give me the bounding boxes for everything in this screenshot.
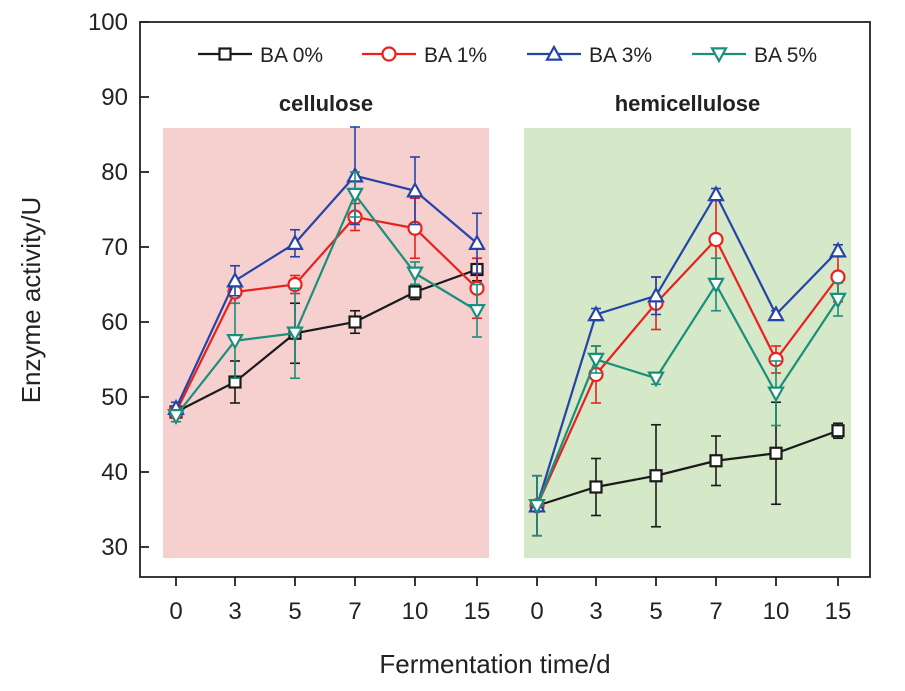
x-tick-label: 10 xyxy=(402,598,429,625)
data-point-square xyxy=(769,446,783,460)
data-point-triangle-up xyxy=(286,233,304,250)
legend-item: BA 3% xyxy=(527,44,652,67)
x-tick-label: 15 xyxy=(464,598,491,625)
y-tick-label: 100 xyxy=(88,9,128,36)
data-point-circle xyxy=(830,269,846,285)
data-point-triangle-down xyxy=(226,334,244,351)
data-point-triangle-down xyxy=(767,386,785,403)
data-point-square xyxy=(709,454,723,468)
x-axis-title: Fermentation time/d xyxy=(379,649,610,679)
axes: 30 40 50 60 70 80 90 100 0 3 5 7 10 15 0 3 5 7 10 15 xyxy=(88,9,851,625)
data-point-triangle-down xyxy=(829,292,847,309)
data-point-triangle-up xyxy=(707,185,725,202)
data-point-triangle-down xyxy=(468,304,486,321)
data-point-triangle-up xyxy=(647,286,665,303)
data-point-square xyxy=(649,469,663,483)
legend-label: BA 3% xyxy=(589,44,652,67)
data-point-square xyxy=(589,480,603,494)
legend-marker-triangle-down xyxy=(710,47,728,64)
series-line xyxy=(175,174,478,409)
legend-label: BA 1% xyxy=(424,44,487,67)
data-point-triangle-up xyxy=(406,181,424,198)
series-line xyxy=(175,268,478,413)
series-line xyxy=(535,192,839,507)
y-tick-label: 90 xyxy=(101,84,128,111)
panel-shade-cellulose xyxy=(163,128,489,558)
legend-marker-triangle-up xyxy=(545,44,563,61)
data-point-square xyxy=(348,315,362,329)
legend-label: BA 5% xyxy=(754,44,817,67)
legend-marker-circle xyxy=(381,46,397,62)
x-tick-label: 10 xyxy=(763,598,790,625)
panel-shade-hemicellulose xyxy=(524,128,851,558)
data-point-circle xyxy=(708,231,724,248)
data-point-triangle-down xyxy=(707,277,725,294)
data-point-triangle-down xyxy=(528,499,546,516)
data-point-square xyxy=(408,285,422,299)
legend: BA 0% BA 1% BA 3% BA 5% xyxy=(198,44,817,67)
x-tick-label: 15 xyxy=(825,598,852,625)
series-hemicellulose-3 xyxy=(528,257,847,537)
data-point-triangle-down xyxy=(587,352,605,369)
data-point-triangle-up xyxy=(226,271,244,288)
x-tick-label: 7 xyxy=(348,598,361,625)
data-point-triangle-down xyxy=(647,371,665,388)
panel-title-cellulose: cellulose xyxy=(279,91,373,116)
series-hemicellulose-2 xyxy=(528,185,847,537)
series-cellulose-3 xyxy=(167,171,486,426)
x-tick-label: 0 xyxy=(530,598,543,625)
data-point-triangle-down xyxy=(286,326,304,343)
x-tick-label: 5 xyxy=(288,598,301,625)
legend-marker-square xyxy=(218,47,232,61)
y-tick-label: 80 xyxy=(101,159,128,186)
x-tick-label: 7 xyxy=(709,598,722,625)
data-point-square xyxy=(831,424,845,438)
series-line xyxy=(536,429,839,507)
data-point-triangle-up xyxy=(468,233,486,250)
data-point-triangle-down xyxy=(406,266,424,283)
panel-backgrounds: cellulose hemicellulose xyxy=(163,91,851,558)
y-tick-label: 30 xyxy=(101,534,128,561)
series-line xyxy=(535,237,839,507)
data-point-triangle-up xyxy=(587,305,605,322)
y-tick-label: 40 xyxy=(101,459,128,486)
series-line xyxy=(175,192,478,417)
legend-item: BA 0% xyxy=(198,44,323,67)
plot-frame xyxy=(139,21,871,578)
data-point-triangle-up xyxy=(767,305,785,322)
x-tick-label: 5 xyxy=(649,598,662,625)
legend-label: BA 0% xyxy=(260,44,323,67)
y-tick-label: 50 xyxy=(101,384,128,411)
data-point-triangle-up xyxy=(829,241,847,258)
x-tick-label: 3 xyxy=(228,598,241,625)
x-tick-label: 3 xyxy=(589,598,602,625)
data-series xyxy=(167,126,847,537)
data-point-triangle-down xyxy=(346,187,364,204)
series-line xyxy=(175,215,478,413)
legend-item: BA 5% xyxy=(692,44,817,67)
x-tick-label: 0 xyxy=(169,598,182,625)
y-tick-label: 70 xyxy=(101,234,128,261)
legend-item: BA 1% xyxy=(362,44,487,67)
panel-title-hemicellulose: hemicellulose xyxy=(615,91,761,116)
y-tick-label: 60 xyxy=(101,309,128,336)
data-point-triangle-down xyxy=(167,409,185,426)
y-axis-title: Enzyme activity/U xyxy=(16,197,46,404)
series-line xyxy=(535,282,839,507)
